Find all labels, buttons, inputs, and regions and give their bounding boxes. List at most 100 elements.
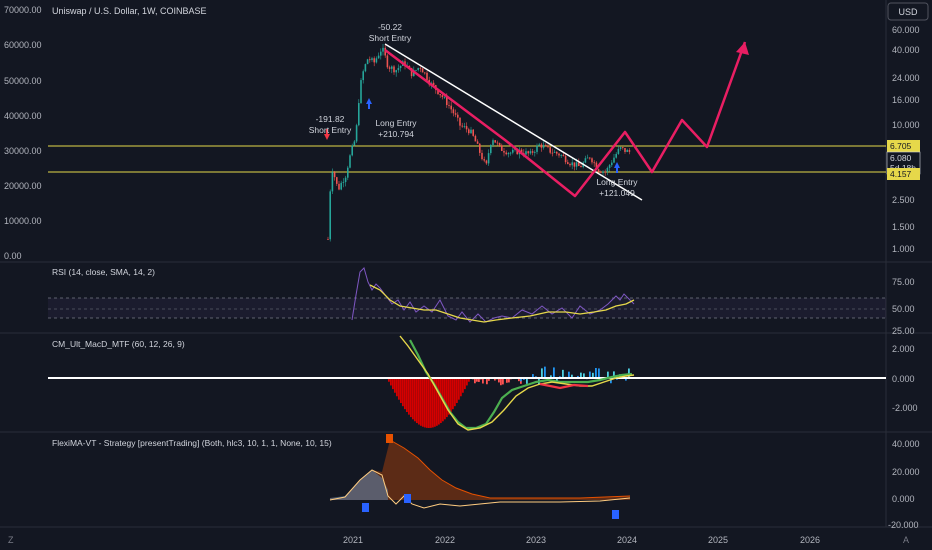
candle-body bbox=[541, 144, 543, 147]
macd-histogram-bar bbox=[410, 378, 412, 417]
candle-body bbox=[505, 153, 507, 155]
candle-body bbox=[499, 143, 501, 145]
macd-histogram-bar bbox=[460, 378, 462, 396]
candle-body bbox=[547, 146, 549, 147]
candle-body bbox=[354, 141, 356, 145]
candle-body bbox=[552, 153, 554, 154]
candle-body bbox=[585, 158, 587, 162]
candle-body bbox=[479, 144, 481, 153]
rsi-band bbox=[48, 298, 886, 318]
candle-body bbox=[567, 162, 569, 164]
macd-histogram-bar bbox=[426, 378, 428, 428]
auto-scale-button[interactable]: A bbox=[903, 535, 909, 545]
candle-body bbox=[587, 158, 589, 159]
candle-body bbox=[358, 103, 360, 125]
left-axis-label: 30000.00 bbox=[4, 146, 42, 156]
projection-path[interactable] bbox=[385, 42, 745, 196]
left-axis-label: 50000.00 bbox=[4, 76, 42, 86]
macd-histogram-bar bbox=[466, 378, 468, 385]
candle-body bbox=[560, 155, 562, 156]
candle-body bbox=[351, 146, 353, 156]
flexima-pane: FlexiMA-VT - Strategy [presentTrading] (… bbox=[52, 434, 920, 530]
candle-body bbox=[626, 150, 628, 152]
left-axis-label: 0.00 bbox=[4, 251, 22, 261]
candle-body bbox=[538, 144, 540, 145]
candle-body bbox=[442, 95, 444, 97]
macd-histogram-bar bbox=[440, 378, 442, 423]
candle-body bbox=[365, 64, 367, 71]
candle-body bbox=[387, 55, 389, 67]
candle-body bbox=[494, 140, 496, 142]
candle-body bbox=[464, 126, 466, 127]
macd-histogram-bar bbox=[456, 378, 458, 403]
time-axis-label: 2024 bbox=[617, 535, 637, 545]
annotation-line: +210.794 bbox=[378, 129, 414, 139]
candle-body bbox=[607, 168, 609, 172]
flexima-axis-label: 20.000 bbox=[892, 467, 920, 477]
candle-body bbox=[450, 106, 452, 110]
macd-histogram-bar bbox=[438, 378, 440, 425]
candle-body bbox=[492, 140, 494, 145]
candle-body bbox=[424, 73, 426, 74]
time-axis-label: 2022 bbox=[435, 535, 455, 545]
upper-line-tag: 6.705 bbox=[890, 141, 912, 151]
candle-body bbox=[347, 168, 349, 178]
macd-histogram-bar bbox=[398, 378, 400, 400]
candle-body bbox=[329, 191, 331, 239]
flexima-axis-label: 40.000 bbox=[892, 439, 920, 449]
candle-body bbox=[618, 149, 620, 154]
candle-body bbox=[483, 159, 485, 160]
macd-histogram bbox=[388, 367, 630, 428]
timezone-button[interactable]: Z bbox=[8, 535, 14, 545]
right-axis-label: 24.000 bbox=[892, 73, 920, 83]
candle-body bbox=[574, 162, 576, 166]
candle-body bbox=[457, 115, 459, 118]
candle-body bbox=[398, 68, 400, 70]
macd-histogram-bar bbox=[408, 378, 410, 415]
price-tags: 6.705 6.080 5d 18h 4.157 bbox=[887, 140, 920, 180]
candle-body bbox=[569, 164, 571, 165]
candle-body bbox=[455, 113, 457, 115]
candle-body bbox=[461, 126, 463, 127]
candle-body bbox=[393, 66, 395, 72]
candle-body bbox=[367, 59, 369, 64]
candle-body bbox=[510, 153, 512, 154]
candle-body bbox=[415, 70, 417, 71]
time-axis-label: 2025 bbox=[708, 535, 728, 545]
right-axis-label: 40.000 bbox=[892, 45, 920, 55]
macd-line-red-segment bbox=[540, 384, 588, 388]
macd-histogram-bar bbox=[598, 368, 600, 378]
currency-button[interactable]: USD bbox=[898, 7, 918, 17]
left-axis-label: 60000.00 bbox=[4, 40, 42, 50]
macd-histogram-bar bbox=[458, 378, 460, 400]
candle-body bbox=[373, 58, 375, 62]
macd-histogram-bar bbox=[402, 378, 404, 406]
candle-body bbox=[391, 66, 393, 68]
macd-histogram-bar bbox=[394, 378, 396, 393]
candle-body bbox=[589, 158, 591, 159]
candle-body bbox=[580, 166, 582, 167]
candle-body bbox=[611, 163, 613, 165]
macd-histogram-bar bbox=[404, 378, 406, 409]
candle-body bbox=[571, 162, 573, 165]
candle-body bbox=[622, 147, 624, 148]
candle-body bbox=[486, 160, 488, 163]
candle-body bbox=[565, 156, 567, 162]
candle-body bbox=[336, 177, 338, 184]
candle-body bbox=[604, 172, 606, 173]
candle-body bbox=[345, 178, 347, 182]
macd-histogram-bar bbox=[422, 378, 424, 427]
macd-histogram-bar bbox=[446, 378, 448, 417]
annotation-line: +121.049 bbox=[599, 188, 635, 198]
time-axis-label: 2021 bbox=[343, 535, 363, 545]
rsi-axis-label: 50.00 bbox=[892, 304, 915, 314]
candle-body bbox=[362, 71, 364, 80]
candle-body bbox=[376, 58, 378, 62]
candle-body bbox=[543, 145, 545, 148]
left-axis-label: 20000.00 bbox=[4, 181, 42, 191]
candle-body bbox=[332, 172, 334, 191]
macd-histogram-bar bbox=[562, 370, 564, 378]
candle-body bbox=[334, 172, 336, 177]
